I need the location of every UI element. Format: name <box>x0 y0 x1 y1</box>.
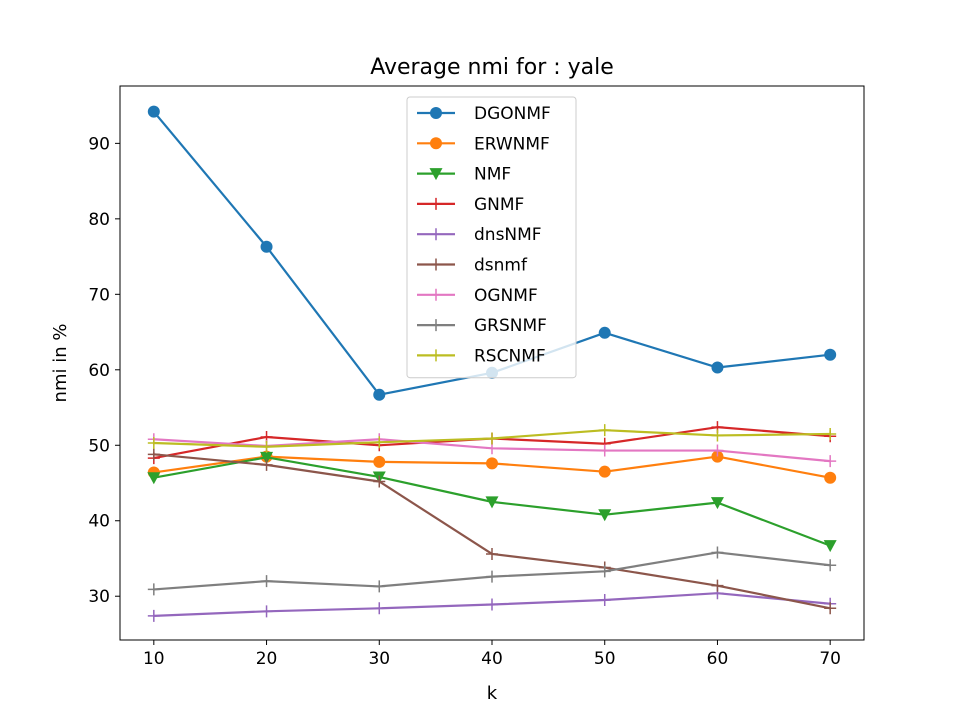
x-tick-label: 70 <box>819 649 841 669</box>
data-point <box>373 388 386 401</box>
data-point <box>260 605 273 618</box>
legend-marker <box>430 228 442 241</box>
legend-label: DGONMF <box>474 104 551 124</box>
legend-box <box>406 96 577 379</box>
x-tick-label: 60 <box>707 649 729 669</box>
data-point <box>823 540 837 553</box>
legend-item: GNMF <box>417 195 524 215</box>
data-point <box>147 437 160 450</box>
data-point <box>147 472 161 485</box>
data-point <box>486 570 498 583</box>
data-point <box>711 546 724 559</box>
x-axis-label: k <box>487 683 498 704</box>
legend-item: DGONMF <box>417 104 551 124</box>
x-tick-label: 40 <box>481 649 503 669</box>
data-point <box>824 455 837 468</box>
series-NMF <box>147 451 837 553</box>
data-point <box>147 609 160 622</box>
data-point <box>486 432 498 445</box>
y-tick-label: 70 <box>88 285 110 305</box>
legend-marker <box>430 197 442 210</box>
data-point <box>598 326 611 339</box>
data-point <box>260 575 273 588</box>
series-dnsNMF <box>147 587 837 622</box>
legend-item: NMF <box>417 165 511 185</box>
data-point <box>598 424 611 437</box>
y-tick-label: 90 <box>88 134 110 154</box>
y-tick-label: 80 <box>88 210 110 230</box>
data-point <box>373 580 386 593</box>
data-point <box>486 457 498 470</box>
data-point <box>824 348 837 361</box>
data-point <box>824 471 837 484</box>
legend-label: GRSNMF <box>474 316 547 336</box>
data-point <box>373 475 386 488</box>
data-point <box>711 361 724 374</box>
x-axis: 10 20 30 40 50 60 70 <box>143 640 841 669</box>
legend-label: RSCNMF <box>474 346 546 366</box>
y-tick-label: 30 <box>88 587 110 607</box>
legend-item: ERWNMF <box>417 134 550 154</box>
legend-item: dnsNMF <box>417 225 542 245</box>
series-dsnmf <box>147 448 837 615</box>
data-point <box>598 593 611 606</box>
y-tick-label: 60 <box>88 361 110 381</box>
legend: DGONMF ERWNMF NMF GNMF dnsNMF dsnmf OGNMF GRSNM… <box>406 96 577 379</box>
data-point <box>598 565 611 578</box>
data-point <box>373 436 386 449</box>
data-point <box>486 598 498 611</box>
data-point <box>824 427 837 440</box>
data-point <box>598 465 611 478</box>
data-point <box>711 429 724 442</box>
legend-marker <box>430 319 442 332</box>
legend-marker <box>430 349 442 362</box>
data-point <box>824 602 837 615</box>
x-tick-label: 10 <box>143 649 165 669</box>
legend-label: ERWNMF <box>474 134 550 154</box>
legend-label: dnsNMF <box>474 225 542 245</box>
data-point <box>260 440 273 453</box>
legend-label: dsnmf <box>474 256 528 276</box>
data-point <box>598 509 612 522</box>
data-point <box>710 497 724 510</box>
legend-marker <box>429 168 443 181</box>
y-axis: 30 40 50 60 70 80 90 <box>88 134 120 607</box>
legend-marker <box>430 137 442 150</box>
data-point <box>598 444 611 457</box>
chart-title: Average nmi for : yale <box>370 55 614 80</box>
legend-label: GNMF <box>474 195 524 215</box>
data-point <box>711 579 724 592</box>
legend-marker <box>430 288 442 301</box>
legend-item: OGNMF <box>417 286 538 306</box>
data-point <box>147 583 160 596</box>
legend-label: OGNMF <box>474 286 538 306</box>
data-point <box>147 105 160 118</box>
y-axis-label: nmi in % <box>50 324 71 403</box>
data-point <box>373 455 386 468</box>
series-GRSNMF <box>147 546 837 596</box>
legend-marker <box>430 107 442 119</box>
x-tick-label: 50 <box>594 649 616 669</box>
data-point <box>486 547 498 560</box>
legend-item: GRSNMF <box>417 316 547 336</box>
data-point <box>711 444 724 457</box>
series-RSCNMF <box>147 424 837 453</box>
y-tick-label: 50 <box>88 436 110 456</box>
legend-item: dsnmf <box>417 256 528 276</box>
data-point <box>711 450 724 463</box>
data-point <box>373 602 386 615</box>
data-point <box>260 451 274 464</box>
x-tick-label: 30 <box>368 649 390 669</box>
legend-label: NMF <box>474 165 511 185</box>
data-point <box>147 448 160 461</box>
legend-marker <box>430 258 442 271</box>
data-point <box>824 559 837 572</box>
x-tick-label: 20 <box>256 649 278 669</box>
data-point <box>260 240 273 253</box>
y-tick-label: 40 <box>88 512 110 532</box>
legend-item: RSCNMF <box>417 346 546 366</box>
data-point <box>485 496 499 509</box>
data-point <box>260 458 273 471</box>
